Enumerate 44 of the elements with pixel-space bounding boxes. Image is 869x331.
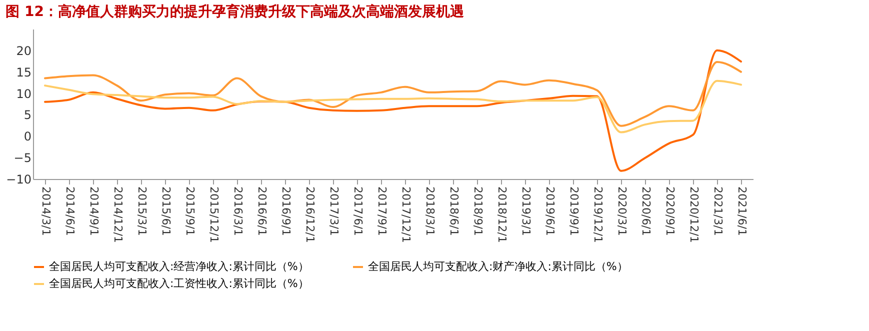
x-tick-label: 2019/12/1 (592, 186, 604, 243)
x-tick-label: 2020/9/1 (664, 186, 676, 236)
x-tick-label: 2020/6/1 (640, 186, 652, 236)
x-tick-label: 2017/6/1 (352, 186, 364, 236)
line-series (44, 80, 742, 134)
x-tick-label: 2014/9/1 (88, 186, 100, 236)
x-tick-label: 2014/12/1 (112, 186, 124, 243)
x-tick-label: 2015/9/1 (184, 186, 196, 236)
y-tick-label: 15 (16, 65, 32, 80)
x-tick-label: 2016/12/1 (304, 186, 316, 243)
legend-label: 全国居民人均可支配收入:工资性收入:累计同比（%） (49, 277, 309, 290)
x-tick-label: 2018/12/1 (496, 186, 508, 243)
x-tick-label: 2015/12/1 (208, 186, 220, 243)
x-tick-label: 2017/9/1 (376, 186, 388, 236)
x-tick-label: 2014/6/1 (64, 186, 76, 236)
legend-label: 全国居民人均可支配收入:财产净收入:累计同比（%） (368, 260, 628, 273)
x-tick-label: 2017/3/1 (328, 186, 340, 236)
x-tick-label: 2016/3/1 (232, 186, 244, 236)
x-tick-label: 2018/3/1 (424, 186, 436, 236)
x-tick-label: 2017/12/1 (400, 186, 412, 243)
y-tick-label: −5 (14, 151, 32, 166)
y-tick-label: 20 (16, 44, 32, 58)
line-series (44, 49, 742, 172)
line-series (44, 61, 742, 127)
x-tick-label: 2015/6/1 (160, 186, 172, 236)
x-tick-label: 2018/9/1 (472, 186, 484, 236)
legend-label: 全国居民人均可支配收入:经营净收入:累计同比（%） (49, 260, 309, 273)
x-tick-label: 2014/3/1 (40, 186, 52, 236)
chart-title: 图 12：高净值人群购买力的提升孕育消费升级下高端及次高端酒发展机遇 (6, 3, 466, 20)
x-tick-label: 2019/9/1 (568, 186, 580, 236)
x-tick-label: 2021/3/1 (712, 186, 724, 236)
y-tick-label: 0 (24, 130, 32, 144)
x-tick-label: 2020/3/1 (616, 186, 628, 236)
x-tick-label: 2015/3/1 (136, 186, 148, 236)
x-tick-label: 2016/6/1 (256, 186, 268, 236)
x-tick-label: 2016/9/1 (280, 186, 292, 236)
x-tick-label: 2019/3/1 (520, 186, 532, 236)
y-tick-label: 10 (16, 86, 32, 101)
x-tick-label: 2020/12/1 (688, 186, 700, 243)
y-tick-label: 5 (24, 108, 32, 122)
x-tick-label: 2018/6/1 (448, 186, 460, 236)
y-tick-label: −10 (6, 172, 32, 186)
x-tick-label: 2021/6/1 (736, 186, 748, 236)
x-tick-label: 2019/6/1 (544, 186, 556, 236)
